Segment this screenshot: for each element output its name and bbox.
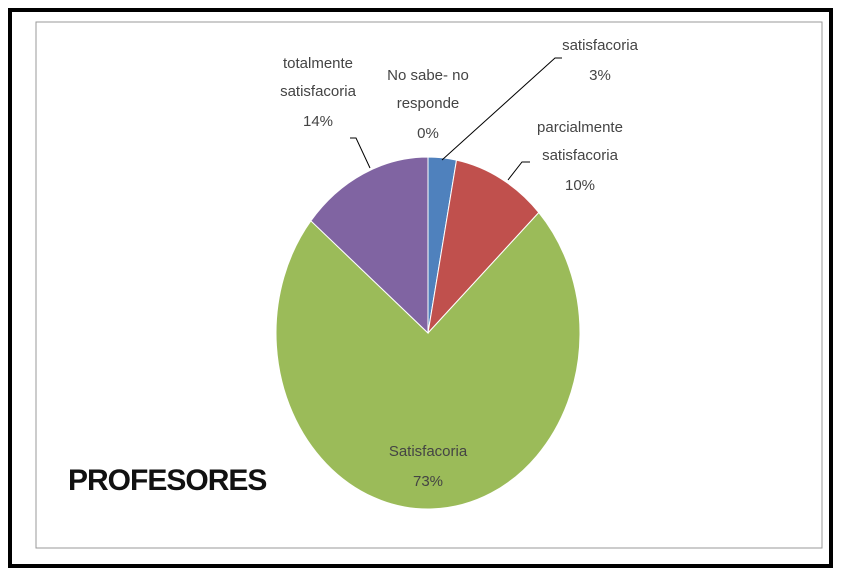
value-label: 73%	[413, 473, 443, 490]
leader-line	[441, 57, 562, 161]
plot-frame	[35, 21, 823, 549]
pie-slice	[310, 156, 429, 335]
slice-label: totalmente satisfacoria	[280, 55, 357, 100]
chart-title: PROFESORES	[68, 464, 266, 497]
slice-label: satisfacoria	[562, 37, 639, 54]
slice-label: parcialmente satisfacoria	[537, 119, 623, 164]
leader-line	[507, 161, 530, 181]
slice-label: Satisfacoria	[389, 443, 468, 460]
value-label: 0%	[417, 125, 439, 142]
slice-label: No sabe- no responde	[387, 67, 469, 112]
pie-slice	[275, 211, 581, 510]
leader-line	[350, 137, 371, 169]
value-label: 14%	[303, 113, 333, 130]
value-label: 3%	[589, 67, 611, 84]
value-label: 10%	[565, 177, 595, 194]
pie-slice	[427, 159, 540, 335]
